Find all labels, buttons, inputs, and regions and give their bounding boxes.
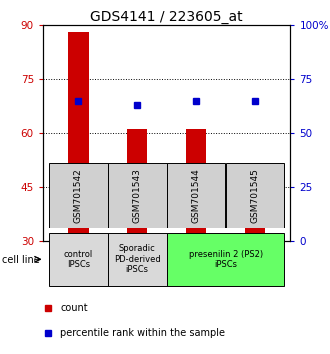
Bar bbox=[108, 233, 167, 286]
Bar bbox=[49, 164, 108, 228]
Bar bbox=[68, 32, 88, 241]
Title: GDS4141 / 223605_at: GDS4141 / 223605_at bbox=[90, 10, 243, 24]
Text: cell line: cell line bbox=[2, 255, 39, 265]
Text: GSM701544: GSM701544 bbox=[192, 168, 201, 223]
Bar bbox=[49, 233, 108, 286]
Text: count: count bbox=[60, 303, 88, 313]
Bar bbox=[245, 180, 265, 241]
Text: GSM701542: GSM701542 bbox=[74, 168, 83, 223]
Text: control
IPSCs: control IPSCs bbox=[64, 250, 93, 269]
Bar bbox=[186, 130, 207, 241]
Bar bbox=[108, 164, 167, 228]
Text: Sporadic
PD-derived
iPSCs: Sporadic PD-derived iPSCs bbox=[114, 244, 161, 274]
Bar bbox=[167, 233, 284, 286]
Text: GSM701543: GSM701543 bbox=[133, 168, 142, 223]
Bar bbox=[127, 130, 148, 241]
Bar bbox=[226, 164, 284, 228]
Text: percentile rank within the sample: percentile rank within the sample bbox=[60, 328, 225, 338]
Text: GSM701545: GSM701545 bbox=[250, 168, 259, 223]
Text: presenilin 2 (PS2)
iPSCs: presenilin 2 (PS2) iPSCs bbox=[188, 250, 263, 269]
Bar bbox=[167, 164, 225, 228]
